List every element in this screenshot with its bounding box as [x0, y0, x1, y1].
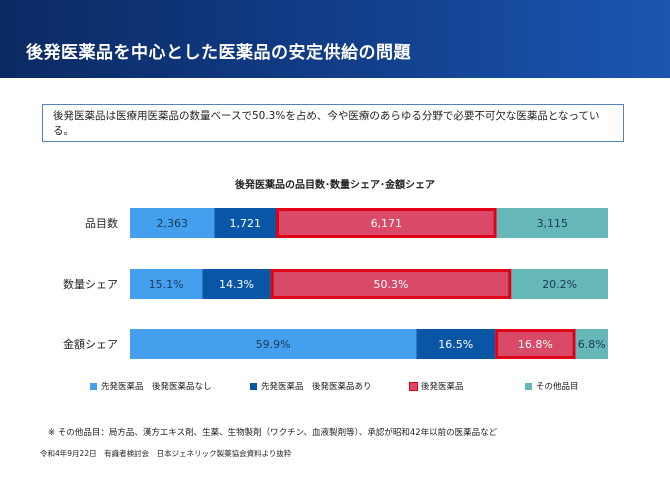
- bar-segment-generic: [270, 269, 512, 299]
- legend-swatch: [90, 382, 97, 390]
- bar-segment-other: [496, 208, 608, 238]
- bar-segment-other: [511, 269, 608, 299]
- bar-segment-no-generic: [130, 329, 417, 359]
- bar-segment-generic: [276, 208, 497, 238]
- bar-segment-with-generic: [202, 269, 271, 299]
- title-bar: 後発医薬品を中心とした医薬品の安定供給の問題: [0, 0, 670, 78]
- legend-item-with-generic: 先発医薬品 後発医薬品あり: [250, 380, 372, 392]
- category-label: 品目数: [85, 217, 118, 230]
- data-label: 2,363: [156, 217, 188, 230]
- stacked-bar-chart: 品目数 2,363 1,721 6,171 3,115 数量シェア 15.1% 14.3% 50…: [63, 208, 608, 359]
- legend-label: 先発医薬品 後発医薬品なし: [101, 382, 212, 392]
- category-label: 金額シェア: [63, 337, 118, 351]
- source-note: 令和4年9月22日 有識者検討会 日本ジェネリック製薬協会資料より抜粋: [40, 449, 292, 458]
- data-label: 3,115: [537, 217, 569, 230]
- summary-text: 後発医薬品は医療用医薬品の数量ベースで50.3%を占め、今や医療のあらゆる分野で…: [53, 110, 600, 137]
- data-label: 15.1%: [149, 278, 184, 291]
- page-title: 後発医薬品を中心とした医薬品の安定供給の問題: [26, 43, 411, 63]
- highlight-frame: [276, 208, 497, 238]
- legend-label: 後発医薬品: [421, 382, 464, 392]
- legend-label: その他品目: [536, 382, 579, 392]
- bar-segment-no-generic: [130, 208, 215, 238]
- legend-item-no-generic: 先発医薬品 後発医薬品なし: [90, 380, 212, 392]
- data-label: 16.5%: [438, 338, 473, 351]
- bar-segment-with-generic: [214, 208, 277, 238]
- legend-swatch: [250, 382, 257, 390]
- legend-item-other: その他品目: [525, 380, 579, 392]
- category-label: 数量シェア: [63, 278, 118, 291]
- data-label: 6.8%: [578, 338, 606, 351]
- footnote: ※ その他品目：局方品、漢方エキス剤、生薬、生物製剤（ワクチン、血液製剤等）、承…: [48, 428, 498, 438]
- summary-box: 後発医薬品は医療用医薬品の数量ベースで50.3%を占め、今や医療のあらゆる分野で…: [42, 104, 624, 142]
- data-label: 6,171: [371, 217, 403, 230]
- bar-segment-no-generic: [130, 269, 203, 299]
- data-label: 14.3%: [219, 278, 254, 291]
- legend-label: 先発医薬品 後発医薬品あり: [261, 382, 372, 392]
- bar-segment-other: [575, 329, 608, 359]
- highlight-frame: [495, 329, 576, 359]
- data-label: 59.9%: [256, 338, 291, 351]
- data-label: 16.8%: [518, 338, 553, 351]
- data-label: 50.3%: [374, 278, 409, 291]
- data-label: 20.2%: [542, 278, 577, 291]
- bar-segment-with-generic: [416, 329, 496, 359]
- bar-segment-generic: [495, 329, 576, 359]
- data-label: 1,721: [229, 217, 261, 230]
- legend-item-generic: 後発医薬品: [409, 380, 464, 392]
- legend-swatch: [409, 381, 418, 391]
- legend-swatch: [525, 382, 532, 390]
- highlight-frame: [270, 269, 512, 299]
- chart-title: 後発医薬品の品目数･数量シェア･金額シェア: [235, 180, 435, 191]
